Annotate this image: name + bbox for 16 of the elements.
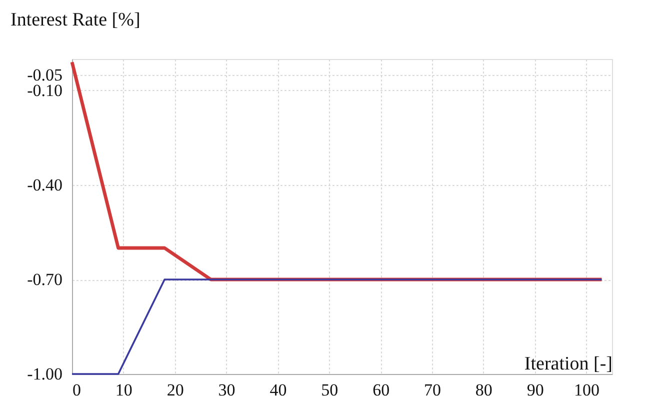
x-tick-label: 40 <box>270 380 287 400</box>
y-tick-label: -0.40 <box>27 176 62 194</box>
x-tick-label: 100 <box>574 380 600 400</box>
x-tick-label: 60 <box>372 380 390 400</box>
x-tick-label: 10 <box>115 380 132 400</box>
x-tick-label: 0 <box>72 380 81 400</box>
x-tick-label: 50 <box>321 380 338 400</box>
x-tick-label: 30 <box>218 380 236 400</box>
x-tick-label: 80 <box>475 380 492 400</box>
y-tick-label: -1.00 <box>27 364 62 384</box>
x-tick-label: 70 <box>424 380 441 400</box>
y-tick-label: -0.70 <box>27 270 62 289</box>
x-tick-label: 20 <box>166 380 184 400</box>
x-tick-label: 90 <box>526 380 544 400</box>
x-axis-title: Iteration [-] <box>524 354 612 374</box>
y-axis-title: Interest Rate [%] <box>10 10 140 30</box>
